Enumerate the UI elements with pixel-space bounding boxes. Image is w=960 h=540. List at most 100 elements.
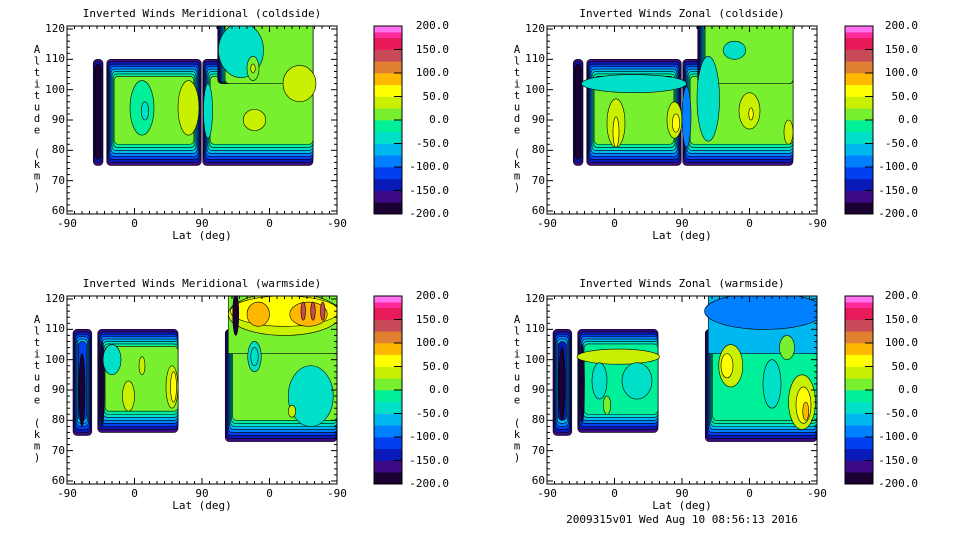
- colorbar-band: [374, 26, 402, 33]
- y-tick-label: 70: [531, 173, 545, 187]
- colorbar-band: [845, 96, 873, 109]
- colorbar-band: [374, 425, 402, 438]
- x-tick-label: -90: [57, 487, 77, 500]
- colorbar-band: [845, 401, 873, 414]
- y-tick-label: 60: [51, 473, 65, 487]
- contour-spot: [591, 362, 608, 400]
- colorbar-band: [845, 178, 873, 191]
- colorbar-label: -200.0: [409, 207, 449, 220]
- contour-spot: [720, 353, 734, 379]
- y-axis-label: Altitude (km): [511, 44, 523, 194]
- y-tick-label: 90: [531, 383, 545, 396]
- contour-field: [92, 26, 317, 166]
- contour-spot: [232, 296, 240, 336]
- contour-spot: [246, 301, 270, 327]
- colorbar-label: -100.0: [878, 430, 918, 443]
- contour-spot: [779, 335, 795, 360]
- colorbar-band: [374, 390, 402, 403]
- colorbar-label: -150.0: [878, 183, 918, 197]
- contour-spot: [320, 301, 326, 321]
- contour-level-region: [704, 26, 794, 84]
- colorbar-band: [845, 390, 873, 403]
- y-tick-label: 120: [525, 22, 545, 36]
- colorbar-band: [845, 61, 873, 74]
- x-tick-label: -90: [537, 217, 557, 230]
- colorbar-label: 200.0: [884, 19, 918, 32]
- x-tick-label: 0: [611, 487, 618, 500]
- colorbar-band: [374, 296, 402, 303]
- contour-spot: [748, 107, 754, 121]
- y-tick-label: 80: [51, 413, 65, 427]
- contour-spot: [602, 395, 612, 415]
- colorbar-band: [845, 131, 873, 144]
- colorbar-band: [845, 425, 873, 438]
- contour-spot: [203, 83, 213, 139]
- colorbar-label: 100.0: [415, 66, 449, 79]
- colorbar-label: 150.0: [884, 42, 918, 56]
- contour-spot: [802, 401, 810, 421]
- x-tick-label: 0: [131, 487, 138, 500]
- chart-title: Inverted Winds Meridional (warmside): [82, 277, 322, 290]
- contour-spot: [122, 380, 135, 412]
- colorbar-label: 150.0: [415, 42, 449, 56]
- colorbar-label: 0.0: [898, 383, 918, 396]
- colorbar-band: [845, 366, 873, 379]
- y-tick-label: 80: [531, 143, 545, 157]
- contour-spot: [621, 362, 653, 400]
- contour-panel-3: [546, 295, 818, 485]
- y-tick-label: 120: [525, 292, 545, 306]
- colorbar-label: 50.0: [422, 89, 450, 103]
- colorbar-label: -100.0: [409, 160, 449, 173]
- y-tick-label: 100: [525, 82, 545, 96]
- colorbar-label: -50.0: [884, 136, 918, 150]
- colorbar-label: -50.0: [415, 136, 449, 150]
- colorbar-label: 200.0: [415, 19, 449, 32]
- contour-field: [552, 296, 817, 442]
- colorbar-band: [374, 190, 402, 203]
- x-axis-label: Lat (deg): [172, 499, 232, 512]
- colorbar-band: [845, 343, 873, 356]
- colorbar-band: [845, 448, 873, 461]
- y-tick-label: 120: [45, 292, 65, 306]
- contour-spot: [579, 344, 585, 424]
- y-tick-label: 110: [45, 322, 65, 336]
- colorbar-band: [845, 472, 873, 485]
- contour-spot: [762, 359, 782, 409]
- colorbar-label: 50.0: [422, 359, 450, 373]
- colorbar-band: [374, 120, 402, 133]
- y-tick-label: 70: [531, 443, 545, 457]
- colorbar-band: [845, 167, 873, 180]
- colorbar-label: -200.0: [878, 477, 918, 490]
- colorbar-band: [374, 401, 402, 414]
- colorbar-band: [845, 120, 873, 133]
- colorbar-band: [374, 155, 402, 168]
- y-tick-label: 70: [51, 173, 65, 187]
- x-tick-label: 90: [675, 487, 689, 500]
- contour-spot: [78, 353, 86, 427]
- colorbar-label: 200.0: [415, 289, 449, 302]
- colorbar-band: [374, 378, 402, 391]
- x-tick-label: -90: [807, 487, 827, 500]
- colorbar-label: 0.0: [429, 383, 449, 396]
- contour-spot: [282, 65, 317, 103]
- colorbar-band: [374, 37, 402, 50]
- y-tick-label: 120: [45, 22, 65, 36]
- colorbar-label: 200.0: [884, 289, 918, 302]
- contour-spot: [558, 347, 566, 421]
- colorbar-label: -100.0: [878, 160, 918, 173]
- colorbar-band: [374, 307, 402, 320]
- colorbar-label: 150.0: [884, 312, 918, 326]
- contour-spot: [612, 116, 620, 148]
- x-tick-label: 0: [131, 217, 138, 230]
- contour-level-region: [95, 63, 102, 160]
- colorbar-label: 50.0: [891, 359, 919, 373]
- colorbar-band: [845, 73, 873, 86]
- colorbar-band: [374, 366, 402, 379]
- contour-spot: [250, 347, 259, 367]
- colorbar-label: -50.0: [415, 406, 449, 420]
- contour-spot: [310, 301, 316, 321]
- contour-spot: [704, 296, 817, 330]
- y-tick-label: 90: [51, 113, 65, 126]
- x-tick-label: 0: [266, 487, 273, 500]
- contour-panel-2: [66, 295, 338, 485]
